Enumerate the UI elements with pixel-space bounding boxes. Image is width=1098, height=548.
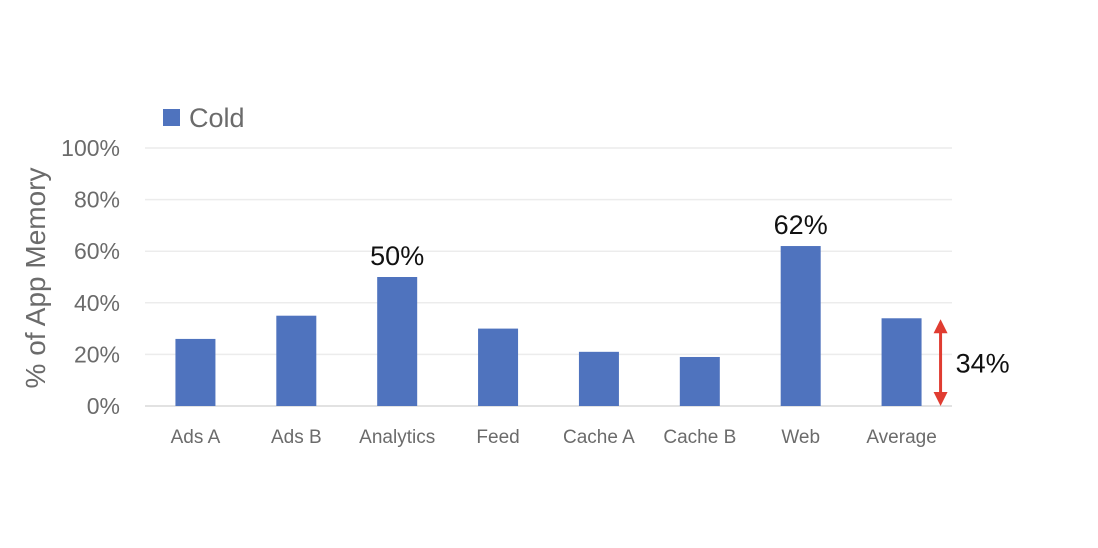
arrow-head-down	[933, 392, 948, 406]
arrow-head-up	[933, 319, 948, 334]
average-annotation: 34%	[933, 319, 1010, 406]
y-tick-label: 20%	[74, 341, 120, 367]
legend-label-cold: Cold	[189, 103, 245, 133]
y-axis-label: % of App Memory	[20, 168, 51, 389]
x-tick-label: Ads A	[171, 427, 221, 448]
x-tick-label: Ads B	[271, 427, 322, 448]
x-tick-label: Web	[781, 427, 820, 448]
bar-ads-a	[175, 338, 216, 406]
x-tick-label: Feed	[476, 427, 519, 448]
bar-cache-b	[679, 356, 720, 406]
x-axis-labels: Ads A Ads B Analytics Feed Cache A Cache B Web…	[171, 427, 937, 448]
y-axis-ticks: 0% 20% 40% 60% 80% 100%	[61, 135, 120, 419]
bar-average	[881, 318, 922, 406]
x-tick-label: Average	[866, 427, 936, 448]
y-tick-label: 60%	[74, 238, 120, 264]
data-label: 62%	[774, 210, 828, 240]
x-tick-label: Analytics	[359, 427, 435, 448]
bar-analytics	[377, 277, 418, 406]
legend: Cold	[163, 103, 245, 133]
y-tick-label: 40%	[74, 290, 120, 316]
legend-swatch-cold	[163, 109, 180, 126]
y-tick-label: 100%	[61, 135, 120, 161]
gridlines	[145, 147, 952, 407]
bars	[175, 246, 922, 406]
bar-ads-b	[276, 315, 317, 406]
data-labels: 50% 62%	[370, 210, 828, 271]
data-label: 50%	[370, 241, 424, 271]
x-tick-label: Cache A	[563, 427, 635, 448]
y-tick-label: 80%	[74, 187, 120, 213]
bar-cache-a	[578, 351, 619, 406]
average-label: 34%	[956, 349, 1010, 379]
bar-feed	[478, 328, 519, 406]
y-tick-label: 0%	[87, 393, 120, 419]
bar-web	[780, 246, 821, 406]
x-tick-label: Cache B	[663, 427, 736, 448]
